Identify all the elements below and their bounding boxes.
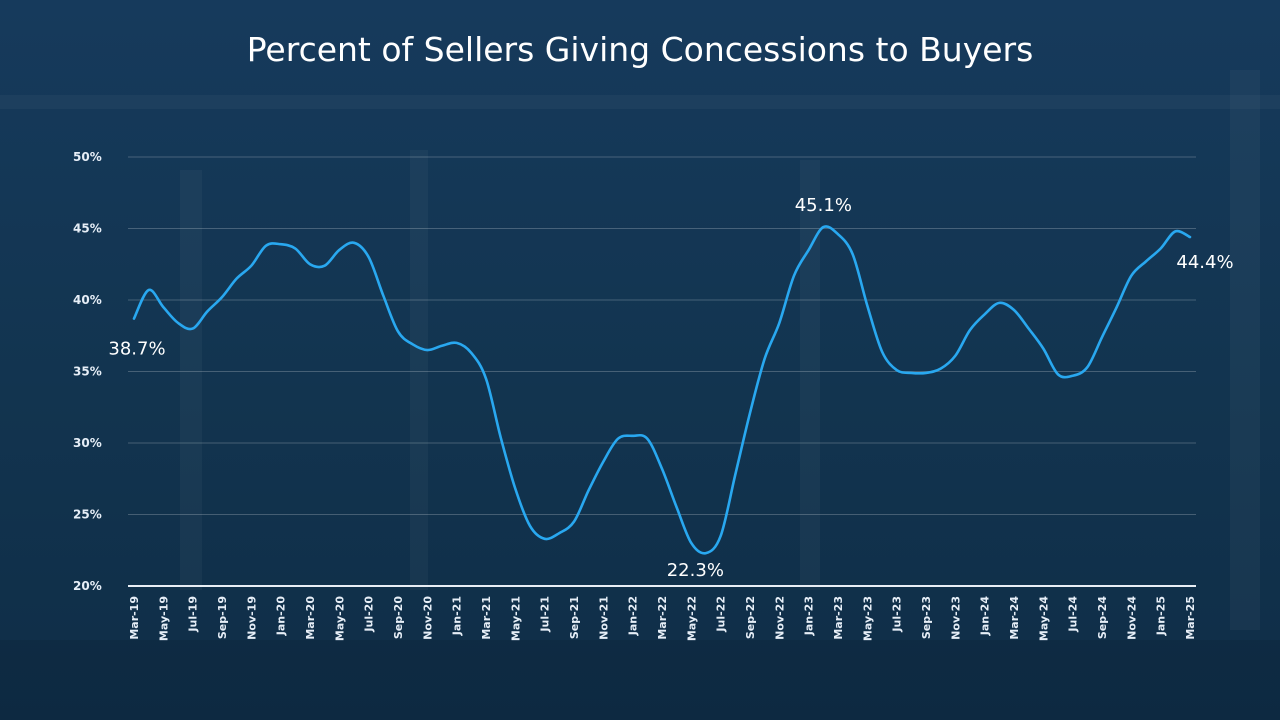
x-tick-label: Jul-23 <box>891 596 904 633</box>
x-tick-label: Mar-23 <box>832 596 845 640</box>
x-tick-label: Sep-20 <box>392 596 405 639</box>
x-tick-label: May-22 <box>685 596 698 641</box>
x-tick-label: Mar-19 <box>128 596 141 640</box>
y-tick-label: 50% <box>73 150 102 164</box>
x-tick-label: May-19 <box>157 596 170 641</box>
x-tick-label: Nov-23 <box>949 596 962 640</box>
x-tick-label: Jan-24 <box>979 596 992 637</box>
x-tick-label: Jan-23 <box>803 596 816 636</box>
x-tick-label: Sep-24 <box>1096 596 1109 639</box>
x-tick-label: May-20 <box>333 596 346 641</box>
x-tick-label: Nov-20 <box>421 596 434 640</box>
data-label: 38.7% <box>108 339 165 360</box>
x-tick-label: Jan-25 <box>1155 596 1168 636</box>
data-label: 22.3% <box>667 560 724 581</box>
x-tick-label: May-21 <box>509 596 522 641</box>
x-tick-label: Jul-21 <box>539 596 552 633</box>
x-tick-label: Sep-23 <box>920 596 933 639</box>
x-tick-label: Nov-19 <box>245 596 258 640</box>
x-tick-label: Jan-21 <box>451 596 464 636</box>
y-tick-label: 30% <box>73 436 102 450</box>
x-tick-label: Mar-21 <box>480 596 493 640</box>
x-tick-label: Jul-19 <box>187 596 200 633</box>
x-tick-label: Jan-22 <box>627 596 640 636</box>
x-tick-label: Mar-25 <box>1184 596 1197 640</box>
y-tick-label: 20% <box>73 579 102 593</box>
x-tick-label: Sep-21 <box>568 596 581 639</box>
x-tick-label: May-24 <box>1037 596 1050 641</box>
data-label: 45.1% <box>795 195 852 216</box>
x-tick-label: Nov-21 <box>597 596 610 640</box>
x-tick-label: Sep-19 <box>216 596 229 639</box>
grid-lines <box>128 156 1196 587</box>
y-tick-label: 45% <box>73 222 102 236</box>
x-tick-label: Nov-22 <box>773 596 786 640</box>
x-tick-label: Jan-20 <box>275 596 288 637</box>
x-tick-label: Jul-22 <box>715 596 728 633</box>
x-tick-label: Mar-22 <box>656 596 669 640</box>
data-labels: 38.7% 22.3% 45.1% 44.4% <box>108 195 1233 581</box>
x-tick-label: Sep-22 <box>744 596 757 639</box>
chart-title: Percent of Sellers Giving Concessions to… <box>246 30 1034 69</box>
x-tick-label: Jul-24 <box>1067 596 1080 633</box>
y-tick-label: 25% <box>73 508 102 522</box>
x-tick-label: Jul-20 <box>363 596 376 633</box>
y-tick-label: 40% <box>73 293 102 307</box>
x-axis-ticks: Mar-19 May-19 Jul-19 Sep-19 Nov-19 Jan-20 Mar-… <box>128 596 1197 641</box>
series-lines <box>132 225 1192 555</box>
x-tick-label: Nov-24 <box>1125 596 1138 640</box>
y-axis-ticks: 20% 25% 30% 35% 40% 45% 50% <box>73 150 102 593</box>
data-label: 44.4% <box>1176 252 1233 273</box>
x-tick-label: Mar-24 <box>1008 596 1021 640</box>
x-tick-label: Mar-20 <box>304 596 317 640</box>
series-line <box>132 225 1192 555</box>
x-tick-label: May-23 <box>861 596 874 641</box>
y-tick-label: 35% <box>73 365 102 379</box>
